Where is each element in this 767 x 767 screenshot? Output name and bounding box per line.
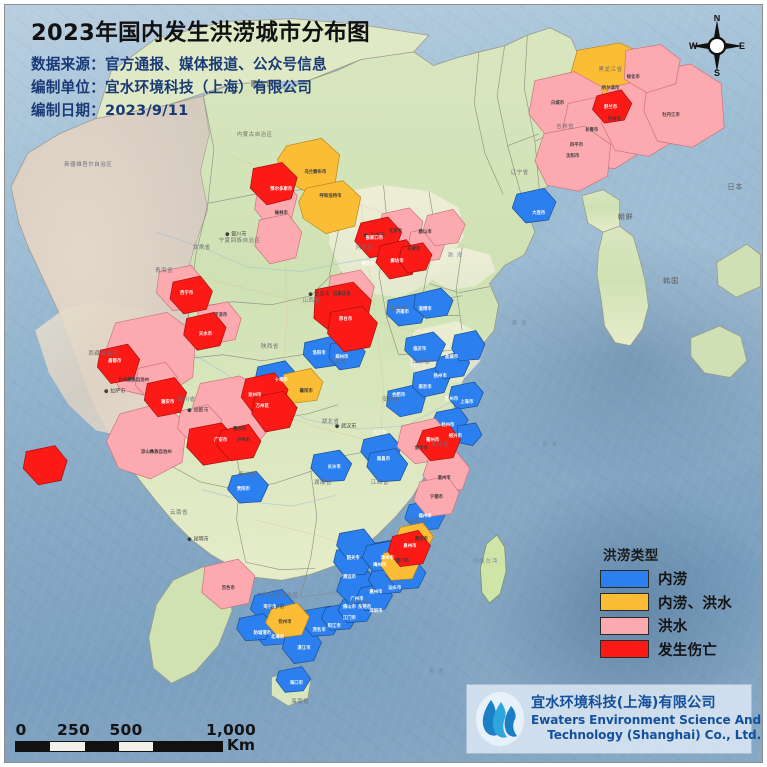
scale-tick: 250: [57, 720, 90, 739]
north-arrow-compass: N S W E: [686, 13, 748, 78]
svg-text:W: W: [689, 41, 698, 51]
flood-polygons-waterlogging: [227, 83, 605, 693]
scale-bar-graphic: Km: [15, 735, 255, 754]
logo-text-block: 宜水环境科技(上海)有限公司 Ewaters Environment Scien…: [531, 695, 761, 742]
scale-tick: 1,000: [205, 720, 257, 739]
legend-swatch: [600, 569, 649, 588]
page-title: 2023年国内发生洪涝城市分布图: [31, 20, 371, 46]
scale-tick: 0: [15, 720, 27, 739]
scale-tick-labels: 0 250 500 1,000: [15, 720, 257, 739]
company-logo-watermark: 宜水环境科技(上海)有限公司 Ewaters Environment Scien…: [466, 684, 761, 754]
scale-segment-4: [118, 742, 154, 751]
legend: 洪涝类型 内涝内涝、洪水洪水发生伤亡: [600, 544, 750, 662]
scale-unit-label: Km: [226, 735, 255, 754]
svg-text:E: E: [739, 41, 745, 51]
ewaters-water-drop-icon: [476, 692, 524, 746]
meta-organization: 编制单位：宜水环境科技（上海）有限公司: [31, 79, 313, 97]
logo-company-en-line2: Technology (Shanghai) Co., Ltd.: [547, 727, 762, 742]
compass-icon: N S W E: [689, 13, 745, 78]
legend-item: 内涝、洪水: [600, 592, 750, 613]
legend-swatch: [600, 640, 649, 658]
scale-segment-3: [84, 742, 119, 751]
svg-text:N: N: [714, 15, 721, 23]
legend-label: 洪水: [658, 619, 688, 635]
title-block: 2023年国内发生洪涝城市分布图 数据来源：官方通报、媒体报道、公众号信息 编制…: [31, 20, 371, 122]
legend-title: 洪涝类型: [603, 548, 659, 564]
map-frame: 韩国 朝鲜 蒙古国 日本 新疆维吾尔自治区 西藏自治区 青海省 内蒙古自治区 甘肃省 四川省 云南省…: [4, 4, 763, 763]
scale-segment-1: [16, 742, 51, 751]
logo-company-cn: 宜水环境科技(上海)有限公司: [531, 695, 716, 712]
svg-text:S: S: [714, 68, 720, 77]
legend-label: 发生伤亡: [658, 642, 718, 659]
meta-date: 编制日期：2023/9/11: [31, 102, 189, 120]
map-vector-layer: [10, 18, 761, 707]
legend-items: 内涝内涝、洪水洪水发生伤亡: [600, 568, 750, 660]
scale-bar: 0 250 500 1,000 Km: [15, 720, 257, 754]
legend-item: 发生伤亡: [600, 639, 750, 660]
scale-tick: 500: [109, 720, 143, 739]
legend-label: 内涝、洪水: [658, 595, 732, 612]
legend-swatch: [600, 593, 649, 611]
legend-item: 内涝: [600, 568, 750, 589]
scale-segment-2: [50, 742, 85, 751]
legend-swatch: [600, 616, 649, 635]
logo-company-en-line1: Ewaters Environment Science And: [531, 713, 762, 728]
scale-track: [15, 741, 223, 752]
flood-polygons-casualty: [22, 89, 633, 568]
legend-item: 洪水: [600, 615, 750, 636]
meta-source: 数据来源：官方通报、媒体报道、公众号信息: [31, 56, 327, 74]
legend-label: 内涝: [658, 572, 688, 588]
scale-segment-5: [153, 742, 222, 751]
